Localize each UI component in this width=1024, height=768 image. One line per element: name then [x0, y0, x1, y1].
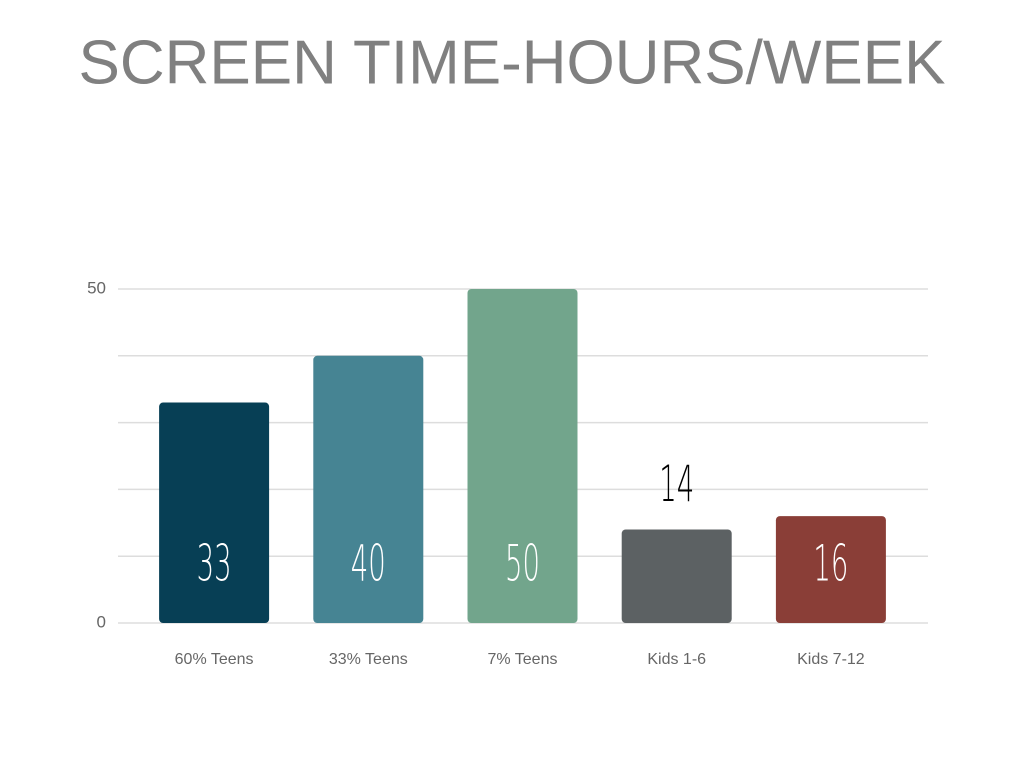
bar: [467, 289, 578, 623]
y-tick-label: 0: [97, 612, 106, 631]
x-tick-label: 60% Teens: [175, 651, 254, 668]
y-tick-label: 50: [87, 278, 106, 297]
bar: [313, 355, 424, 623]
value-label: 50: [505, 535, 540, 593]
x-tick-label: Kids 7-12: [797, 651, 865, 668]
value-label: 16: [813, 535, 848, 593]
value-label: 33: [197, 535, 232, 593]
chart-title: SCREEN TIME-HOURS/WEEK: [79, 28, 946, 97]
bar: [159, 402, 270, 623]
bar: [775, 516, 886, 623]
x-tick-label: 7% Teens: [488, 651, 558, 668]
x-tick-label: 33% Teens: [329, 651, 408, 668]
value-label: 14: [659, 455, 694, 513]
x-tick-label: Kids 1-6: [647, 651, 706, 668]
bar: [621, 529, 732, 623]
value-label: 40: [351, 535, 386, 593]
